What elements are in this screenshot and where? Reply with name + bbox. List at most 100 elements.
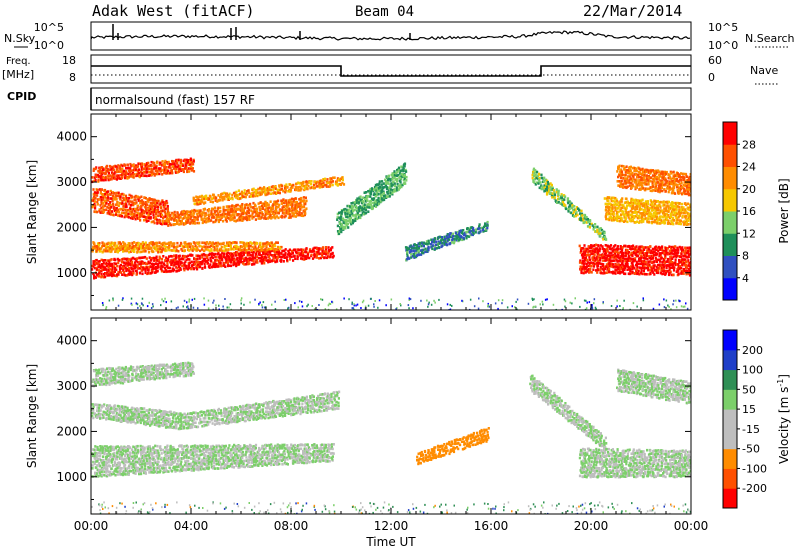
echo-region-4: [91, 361, 195, 388]
y-tick-label: 2000: [56, 424, 87, 438]
x-axis: 00:00 04:00 08:00 12:00 16:00 20:00 00:00 Time …: [74, 519, 709, 549]
colorbar-segment: [723, 448, 737, 469]
station-title: Adak West (fitACF): [92, 2, 255, 20]
nave-tick-0: 0: [708, 71, 715, 84]
echo-region-10: [578, 243, 691, 277]
echo-region-4: [166, 196, 308, 227]
date-title: 22/Mar/2014: [583, 2, 682, 20]
nsearch-label: N.Search: [745, 32, 795, 45]
beam-title: Beam 04: [355, 4, 414, 20]
echo-region-1: [91, 246, 335, 280]
y-tick-label: 3000: [56, 175, 87, 189]
near-range-scatter: [101, 297, 691, 310]
colorbar-segment: [723, 188, 737, 212]
echo-region-7: [336, 162, 408, 236]
y-axis-label: Slant Range [km]: [25, 364, 39, 468]
colorbar-tick-label: 24: [742, 161, 756, 174]
colorbar-tick-label: -100: [742, 462, 767, 475]
freq-label: Freq.: [6, 56, 31, 67]
echo-region-8: [404, 220, 489, 262]
colorbar-frame: [722, 329, 738, 509]
x-axis-label: Time UT: [365, 535, 416, 549]
nsky-trace: [90, 24, 691, 41]
colorbar-tick-label: 50: [742, 383, 756, 396]
nave-tick-60: 60: [708, 54, 722, 67]
x-tick-label: 20:00: [574, 519, 609, 533]
echo-region-2: [91, 403, 183, 431]
echo-region-layer: [91, 157, 691, 310]
echo-region-3: [91, 188, 170, 226]
colorbar-segment: [723, 122, 737, 145]
nsearch-tick-top: 10^5: [708, 21, 738, 34]
y-tick-label: 2000: [56, 220, 87, 234]
freq-unit: [MHz]: [2, 68, 34, 81]
echo-region-6: [192, 176, 346, 206]
power-colorbar: 4 8 12 16 20 24 28 Power [dB]: [722, 121, 791, 301]
colorbar-tick-label: 4: [742, 272, 749, 285]
x-tick-label: 00:00: [74, 519, 109, 533]
colorbar-segment: [723, 277, 737, 301]
x-tick-label: 08:00: [274, 519, 309, 533]
near-range-scatter: [91, 501, 691, 514]
colorbar-segment: [723, 468, 737, 489]
colorbar-tick-label: 28: [742, 138, 756, 151]
echo-region-12: [616, 164, 691, 197]
freq-tick-18: 18: [62, 54, 76, 67]
colorbar-tick-label: 200: [742, 344, 763, 357]
x-tick-label: 00:00: [674, 519, 709, 533]
cpid-value: normalsound (fast) 157 RF: [95, 93, 255, 107]
echo-region-7: [578, 447, 691, 479]
colorbar-tick-label: -200: [742, 482, 767, 495]
colorbar-tick-label: 12: [742, 227, 756, 240]
colorbar-segment: [723, 211, 737, 234]
colorbar-segment: [723, 488, 737, 509]
heatmap-panel-1: 1000 2000 3000 4000 Slant Range [km] 4 8 12 16 20…: [25, 113, 791, 311]
y-tick-label: 1000: [56, 266, 87, 280]
colorbar-tick-label: 8: [742, 250, 749, 263]
nsky-line: [90, 30, 691, 41]
echo-region-6: [529, 374, 608, 451]
echo-region-11: [603, 196, 691, 226]
x-tick-label: 16:00: [474, 519, 509, 533]
echo-region-1: [91, 443, 335, 478]
nsky-tick-top: 10^5: [34, 21, 64, 34]
y-tick-label: 4000: [56, 334, 87, 348]
echo-region-5: [91, 157, 196, 184]
heatmap-panel-2: 1000 2000 3000 4000 Slant Range [km] -200 -100…: [25, 317, 791, 515]
y-tick-label: 3000: [56, 379, 87, 393]
colorbar-tick-label: -15: [742, 423, 760, 436]
colorbar-label: Velocity [m s-1]: [776, 374, 791, 464]
colorbar-segment: [723, 349, 737, 371]
nsearch-tick-bottom: 10^0: [708, 39, 738, 52]
colorbar-segment: [723, 389, 737, 410]
x-tick-label: 12:00: [374, 519, 409, 533]
echo-region-9: [531, 167, 608, 241]
echo-region-5: [416, 427, 490, 466]
echo-region-2: [91, 241, 283, 254]
nsky-strip-frame: [90, 21, 692, 51]
colorbar-segment: [723, 233, 737, 256]
colorbar-tick-label: 16: [742, 205, 756, 218]
x-tick-label: 04:00: [174, 519, 209, 533]
nsky-label: N.Sky: [4, 32, 36, 45]
frequency-trace: [91, 65, 691, 77]
colorbar-tick-label: 20: [742, 183, 756, 196]
colorbar-segment: [723, 428, 737, 450]
nave-label: Nave: [750, 64, 778, 77]
freq-strip-frame: [90, 54, 692, 84]
velocity-colorbar: -200 -100 -50 -15 15 50 100 200 Velocity [m s-1]: [722, 329, 791, 509]
y-tick-label: 1000: [56, 470, 87, 484]
colorbar-tick-label: -50: [742, 443, 760, 456]
echo-region-layer: [91, 361, 691, 514]
colorbar-segment: [723, 166, 737, 190]
colorbar-segment: [723, 144, 737, 167]
cpid-label: CPID: [7, 90, 36, 103]
colorbar-tick-label: 15: [742, 403, 756, 416]
colorbar-segment: [723, 369, 737, 390]
nsky-tick-bottom: 10^0: [34, 39, 64, 52]
colorbar-tick-label: 100: [742, 364, 763, 377]
colorbar-segment: [723, 255, 737, 279]
colorbar-segment: [723, 330, 737, 351]
echo-region-3: [178, 390, 341, 430]
